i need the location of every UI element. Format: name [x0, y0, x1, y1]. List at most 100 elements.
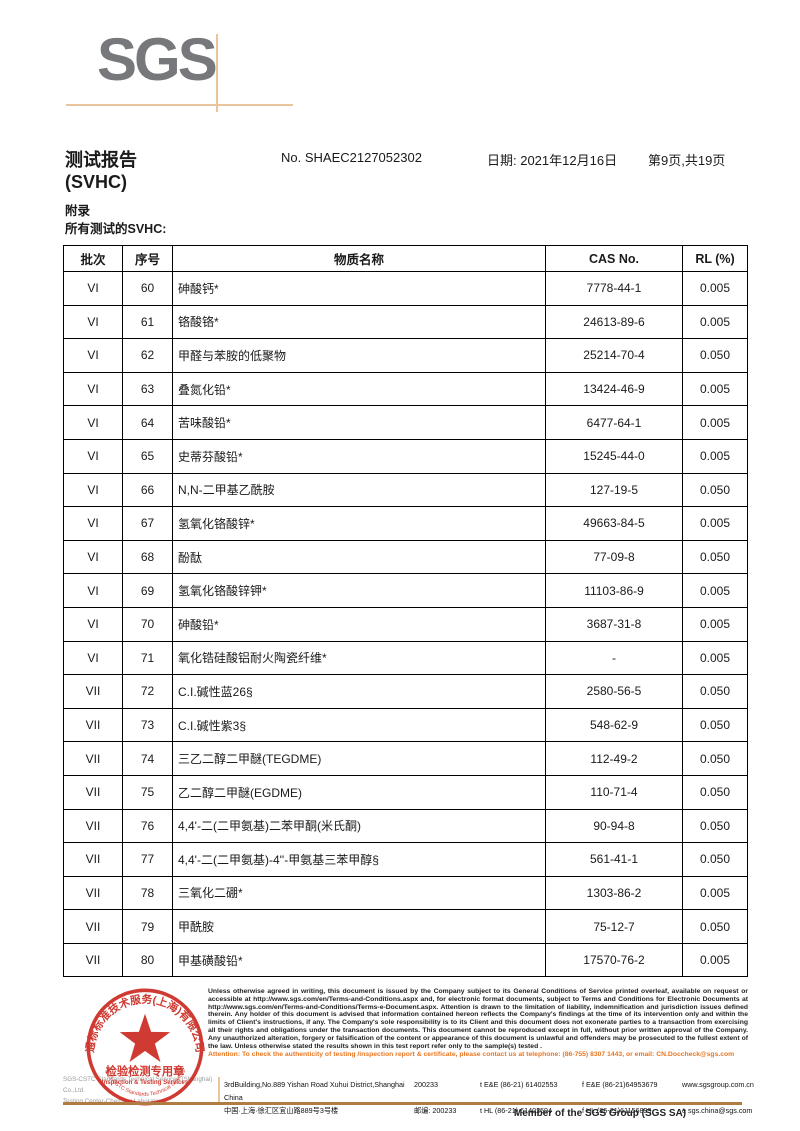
col-header-rl: RL (%) — [682, 245, 748, 272]
cell-no: 75 — [122, 774, 173, 810]
cell-rl: 0.005 — [682, 875, 748, 911]
cell-no: 65 — [122, 438, 173, 474]
cell-name: C.I.碱性紫3§ — [172, 707, 546, 743]
cell-cas: 15245-44-0 — [545, 438, 683, 474]
table-row: VII 75 乙二醇二甲醚(EGDME) 110-71-4 0.050 — [63, 774, 748, 810]
cell-no: 66 — [122, 472, 173, 508]
cell-name: C.I.碱性蓝26§ — [172, 674, 546, 709]
address-row-cn: 中国·上海·徐汇区宜山路889号3号楼 邮编: 200233 t HL (86-… — [224, 1104, 794, 1117]
cell-batch: VI — [63, 405, 123, 440]
table-row: VII 73 C.I.碱性紫3§ 548-62-9 0.050 — [63, 707, 748, 743]
svhc-table: 批次 序号 物质名称 CAS No. RL (%) VI 60 砷酸钙* 7778-4… — [63, 245, 748, 978]
table-row: VII 78 三氧化二硼* 1303-86-2 0.005 — [63, 875, 748, 911]
cell-no: 60 — [122, 271, 173, 306]
logo-crosshair-horizontal — [66, 104, 293, 106]
cell-cas: 77-09-8 — [545, 539, 683, 575]
table-row: VI 69 氢氧化铬酸锌钾* 11103-86-9 0.005 — [63, 573, 748, 608]
table-row: VI 71 氧化锆硅酸铝耐火陶瓷纤维* -0.005 — [63, 640, 748, 676]
cell-rl: 0.005 — [682, 942, 748, 978]
postcode-cn: 邮编: 200233 — [414, 1106, 457, 1115]
cell-batch: VII — [63, 909, 123, 944]
table-row: VII 74 三乙二醇二甲醚(TEGDME) 112-49-2 0.050 — [63, 741, 748, 776]
cell-batch: VI — [63, 539, 123, 575]
cell-name: 三乙二醇二甲醚(TEGDME) — [172, 741, 546, 776]
table-row: VI 60 砷酸钙* 7778-44-1 0.005 — [63, 271, 748, 306]
cell-rl: 0.050 — [682, 674, 748, 709]
cell-batch: VII — [63, 707, 123, 743]
cell-rl: 0.050 — [682, 539, 748, 575]
cell-no: 68 — [122, 539, 173, 575]
address-row-en: 3rdBuilding,No.889 Yishan Road Xuhui Dis… — [224, 1078, 794, 1104]
table-row: VI 66 N,N-二甲基乙酰胺 127-19-5 0.050 — [63, 472, 748, 508]
cell-no: 64 — [122, 405, 173, 440]
table-row: VII 76 4,4'-二(二甲氨基)二苯甲酮(米氏酮) 90-94-8 0.050 — [63, 808, 748, 844]
address-block: 3rdBuilding,No.889 Yishan Road Xuhui Dis… — [224, 1078, 794, 1117]
table-subtitle: 所有测试的SVHC: — [65, 222, 167, 236]
cell-name: 砷酸钙* — [172, 271, 546, 306]
fax-hl: f HL (86-21)61156899 — [582, 1106, 652, 1115]
cell-batch: VII — [63, 774, 123, 810]
page-indicator: 第9页,共19页 — [648, 153, 726, 168]
address-en: 3rdBuilding,No.889 Yishan Road Xuhui Dis… — [224, 1080, 405, 1102]
report-title-svhc: (SVHC) — [65, 172, 127, 192]
cell-name: 史蒂芬酸铅* — [172, 438, 546, 474]
cell-batch: VI — [63, 640, 123, 676]
cell-batch: VI — [63, 271, 123, 306]
cell-no: 63 — [122, 371, 173, 407]
cell-cas: - — [545, 640, 683, 676]
svhc-table-header: 批次 序号 物质名称 CAS No. RL (%) — [63, 245, 748, 272]
cell-name: 三氧化二硼* — [172, 875, 546, 911]
website[interactable]: www.sgsgroup.com.cn — [682, 1080, 754, 1089]
table-row: VI 70 砷酸铅* 3687-31-8 0.005 — [63, 606, 748, 642]
cell-name: 4,4'-二(二甲氨基)二苯甲酮(米氏酮) — [172, 808, 546, 844]
logo-crosshair-vertical — [216, 34, 218, 112]
cell-batch: VII — [63, 875, 123, 911]
cell-rl: 0.050 — [682, 774, 748, 810]
cell-cas: 3687-31-8 — [545, 606, 683, 642]
cell-no: 69 — [122, 573, 173, 608]
table-row: VII 72 C.I.碱性蓝26§ 2580-56-5 0.050 — [63, 674, 748, 709]
company-name-block: SGS-CSTC Standards Technical Services (S… — [63, 1074, 223, 1107]
cell-batch: VI — [63, 304, 123, 340]
cell-rl: 0.005 — [682, 606, 748, 642]
cell-no: 74 — [122, 741, 173, 776]
footer-divider-vertical — [218, 1077, 220, 1103]
cell-batch: VI — [63, 472, 123, 508]
sgs-logo: SGS — [97, 26, 218, 93]
cell-cas: 112-49-2 — [545, 741, 683, 776]
cell-cas: 7778-44-1 — [545, 271, 683, 306]
cell-batch: VI — [63, 606, 123, 642]
cell-rl: 0.005 — [682, 405, 748, 440]
col-header-cas: CAS No. — [545, 245, 683, 272]
cell-no: 62 — [122, 338, 173, 373]
stamp-star-icon — [119, 1013, 171, 1063]
attention-text: Attention: To check the authenticity of … — [208, 1051, 735, 1059]
postcode-en: 200233 — [414, 1080, 438, 1089]
stamp-title-en: Inspection & Testing Services — [102, 1079, 189, 1086]
cell-batch: VI — [63, 438, 123, 474]
sgs-member-note: Member of the SGS Group (SGS SA) — [513, 1108, 687, 1119]
table-row: VII 77 4,4'-二(二甲氨基)-4''-甲氨基三苯甲醇§ 561-41-1 0.… — [63, 842, 748, 877]
tel-ee: t E&E (86-21) 61402553 — [480, 1080, 558, 1089]
cell-rl: 0.005 — [682, 371, 748, 407]
cell-batch: VI — [63, 506, 123, 541]
cell-batch: VI — [63, 338, 123, 373]
table-row: VI 68 酚酞 77-09-8 0.050 — [63, 539, 748, 575]
cell-name: N,N-二甲基乙酰胺 — [172, 472, 546, 508]
cell-no: 61 — [122, 304, 173, 340]
cell-no: 76 — [122, 808, 173, 844]
cell-rl: 0.050 — [682, 472, 748, 508]
cell-no: 71 — [122, 640, 173, 676]
cell-rl: 0.005 — [682, 506, 748, 541]
col-header-no: 序号 — [122, 245, 173, 272]
email[interactable]: e sgs.china@sgs.com — [682, 1106, 753, 1115]
table-row: VII 80 甲基磺酸铅* 17570-76-2 0.005 — [63, 942, 748, 978]
cell-rl: 0.050 — [682, 741, 748, 776]
footer-rule — [63, 1102, 742, 1105]
cell-name: 苦味酸铅* — [172, 405, 546, 440]
cell-no: 80 — [122, 942, 173, 978]
cell-batch: VII — [63, 808, 123, 844]
cell-cas: 24613-89-6 — [545, 304, 683, 340]
cell-name: 铬酸铬* — [172, 304, 546, 340]
cell-cas: 127-19-5 — [545, 472, 683, 508]
